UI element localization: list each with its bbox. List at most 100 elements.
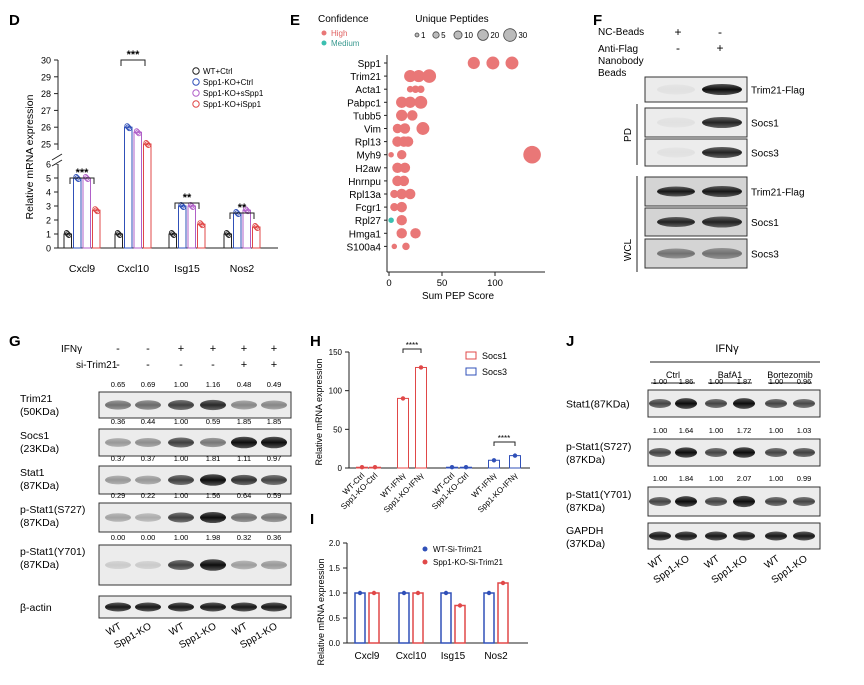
f-blot-label: Socs3	[751, 149, 779, 160]
d-sig-bracket	[229, 212, 255, 219]
e-size-label: 30	[518, 31, 527, 40]
blot-band	[793, 399, 815, 408]
j-blot-label: p-Stat1(Y701)	[566, 489, 631, 501]
blot-band	[168, 512, 194, 523]
e-point	[397, 149, 407, 160]
d-sig-label: **	[183, 192, 192, 204]
blot-band	[168, 602, 194, 612]
d-point	[134, 129, 141, 135]
d-bar	[197, 223, 206, 249]
blot-band	[657, 117, 695, 128]
g-blot-sublabel: (87KDa)	[20, 517, 59, 529]
legend-marker-ko-sspp1	[192, 89, 200, 97]
d-bar	[124, 126, 133, 249]
d-point	[125, 124, 131, 130]
g-ifn-sign: +	[241, 343, 247, 355]
e-size-marker	[477, 29, 489, 41]
legend-label-ko-ispp1: Spp1-KO+iSpp1	[203, 100, 262, 109]
g-ifn-label: IFNγ	[61, 344, 82, 355]
e-protein-label: Myh9	[357, 151, 382, 162]
panel-h-significance: **** ****	[402, 341, 516, 446]
i-legend-wt: WT-Si-Trim21	[433, 545, 483, 554]
panel-i-categories: Cxcl9 Cxcl10 Isg15 Nos2	[354, 651, 508, 662]
d-sig-label: **	[238, 202, 247, 214]
g-quant-value: 0.59	[267, 491, 282, 500]
e-point	[407, 110, 418, 121]
blot-band	[702, 117, 742, 128]
h-point	[512, 453, 518, 458]
legend-marker-wt-ctrl	[192, 67, 200, 75]
d-bar	[73, 177, 82, 249]
blot-band	[702, 84, 742, 95]
h-sig-bracket	[493, 441, 516, 446]
blot-band	[200, 559, 226, 571]
j-quant-value: 1.00	[709, 377, 724, 386]
legend-high-dot	[321, 30, 327, 36]
g-treatment-signs: - - + + + + - - - - + +	[116, 343, 277, 371]
h-ytick-label: 0	[338, 464, 343, 473]
j-quant-value: 1.72	[737, 426, 752, 435]
h-legend-socs1: Socs1	[482, 351, 507, 361]
i-ytick-label: 1.5	[329, 564, 341, 573]
g-quant-value: 0.49	[267, 380, 282, 389]
panel-j-blots: 1.00 1.86 1.00 1.87 1.00 0.96 Stat1(87KDa) 1.00…	[566, 377, 821, 550]
h-ytick-label: 100	[329, 387, 343, 396]
legend-marker-ko-ispp1	[192, 100, 200, 108]
d-ytick-label: 27	[41, 106, 51, 116]
e-xtick-label: 100	[487, 278, 503, 289]
e-point	[392, 123, 403, 134]
e-size-marker	[453, 30, 463, 40]
panel-d-legend: WT+Ctrl Spp1-KO+Ctrl Spp1-KO+sSpp1 Spp1-…	[192, 67, 264, 109]
e-point	[505, 56, 519, 70]
d-point	[199, 222, 206, 229]
d-point	[75, 176, 82, 182]
e-point	[396, 214, 407, 226]
legend-marker-ko-ctrl	[192, 78, 200, 86]
d-ytick-label: 26	[41, 123, 51, 133]
i-bar	[497, 582, 509, 644]
i-bar	[368, 592, 380, 644]
blot-band	[200, 474, 226, 486]
j-quant-value: 1.00	[769, 474, 784, 483]
blot-band	[675, 398, 697, 409]
panel-i-ylabel: Relative mRNA expression	[316, 558, 326, 665]
blot-band	[105, 438, 131, 447]
f-lane2-nc: -	[718, 25, 722, 39]
blot-band	[705, 531, 727, 541]
e-point	[417, 85, 425, 93]
d-point	[126, 125, 133, 132]
e-point	[404, 96, 416, 108]
d-sig-bracket	[174, 202, 200, 209]
g-quant-value: 0.00	[141, 533, 156, 542]
blot-band	[733, 531, 755, 541]
i-ytick-label: 2.0	[329, 539, 341, 548]
j-quant-value: 2.07	[737, 474, 752, 483]
blot-band	[702, 147, 742, 158]
h-point	[400, 396, 406, 401]
blot-band	[105, 475, 131, 485]
d-bar	[223, 233, 232, 249]
e-point	[416, 122, 430, 135]
i-legend-ko-dot	[422, 559, 428, 565]
panel-e: E Confidence High Medium Unique Peptides…	[290, 12, 545, 302]
e-point	[396, 228, 407, 239]
panel-i-bars	[354, 580, 509, 644]
d-point	[180, 204, 187, 210]
e-point	[410, 228, 421, 239]
h-point	[463, 465, 469, 470]
e-point	[412, 70, 425, 83]
j-group-labels: Ctrl BafA1 Bortezomib	[651, 370, 813, 384]
blot-band	[765, 497, 787, 506]
g-quant-value: 1.85	[267, 417, 282, 426]
blot-band	[657, 84, 695, 95]
panel-h: H Relative mRNA expression 0 50 100 150 WT-…	[310, 333, 530, 515]
g-quant-value: 1.00	[174, 454, 189, 463]
i-legend-wt-dot	[422, 546, 428, 552]
j-lane-label: WT	[763, 553, 782, 571]
f-antiflag-line2: Nanobody	[598, 56, 644, 67]
blot-band	[702, 216, 742, 228]
g-quant-value: 0.65	[111, 380, 126, 389]
g-quant-value: 0.36	[267, 533, 282, 542]
d-point	[190, 204, 196, 210]
